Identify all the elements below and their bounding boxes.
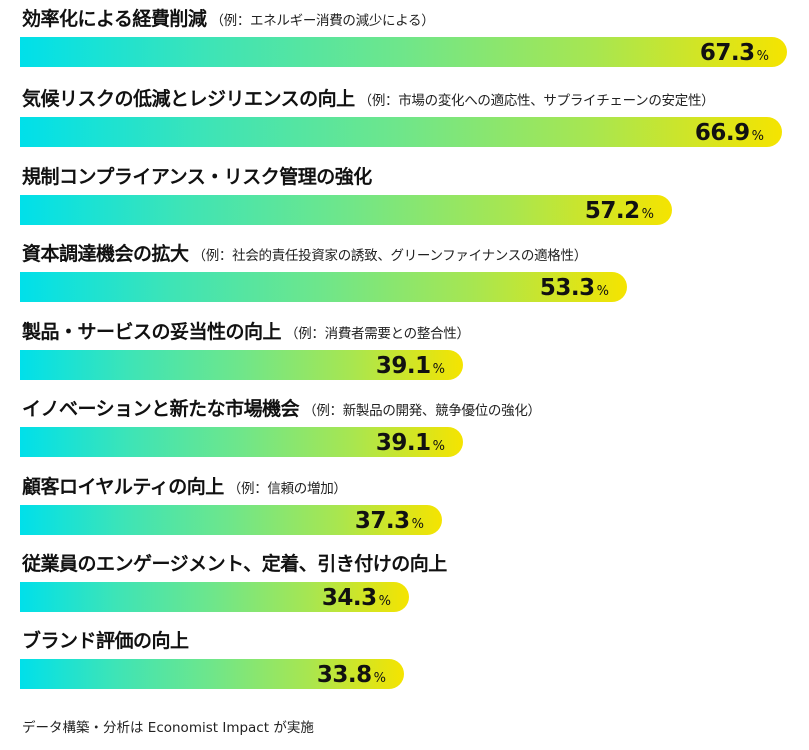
- category-label: 規制コンプライアンス・リスク管理の強化: [22, 166, 372, 188]
- value-number: 34.3: [321, 585, 377, 611]
- category-example-note: （例：消費者需要との整合性）: [285, 326, 470, 342]
- category-label: 資本調達機会の拡大: [22, 243, 189, 265]
- bar-label: 気候リスクの低減とレジリエンスの向上 （例：市場の変化への適応性、サプライチェーン…: [22, 84, 715, 114]
- bar-row: 効率化による経費削減 （例：エネルギー消費の減少による） 67.3%: [20, 4, 809, 81]
- value-number: 37.3: [354, 508, 410, 534]
- bar-value-label: 53.3%: [540, 272, 609, 302]
- bar: 39.1%: [20, 350, 463, 380]
- value-number: 66.9: [694, 120, 750, 146]
- bar-value-label: 33.8%: [317, 659, 386, 689]
- percent-sign: %: [751, 129, 764, 144]
- bar: 37.3%: [20, 505, 442, 535]
- bar-label: 顧客ロイヤルティの向上 （例：信頼の増加）: [22, 472, 347, 502]
- bar: 57.2%: [20, 195, 672, 225]
- percent-sign: %: [432, 362, 445, 377]
- bar-value-label: 39.1%: [376, 350, 445, 380]
- bar-value-label: 57.2%: [585, 195, 654, 225]
- category-example-note: （例：信頼の増加）: [227, 481, 347, 497]
- bar-label: 効率化による経費削減 （例：エネルギー消費の減少による）: [22, 4, 435, 34]
- bar-row: 顧客ロイヤルティの向上 （例：信頼の増加） 37.3%: [20, 472, 809, 549]
- bar-row: 規制コンプライアンス・リスク管理の強化 57.2%: [20, 162, 809, 239]
- bar-label: ブランド評価の向上: [22, 626, 193, 656]
- bar-row: 資本調達機会の拡大 （例：社会的責任投資家の誘致、グリーンファイナンスの適格性） …: [20, 239, 809, 316]
- bar: 39.1%: [20, 427, 463, 457]
- bar-row: 製品・サービスの妥当性の向上 （例：消費者需要との整合性） 39.1%: [20, 317, 809, 394]
- bar-label: 従業員のエンゲージメント、定着、引き付けの向上: [22, 549, 451, 579]
- value-number: 39.1: [375, 353, 431, 379]
- percent-sign: %: [411, 517, 424, 532]
- value-number: 67.3: [699, 40, 755, 66]
- bar-value-label: 39.1%: [376, 427, 445, 457]
- bar-row: イノベーションと新たな市場機会 （例：新製品の開発、競争優位の強化） 39.1%: [20, 394, 809, 471]
- category-example-note: （例：新製品の開発、競争優位の強化）: [303, 403, 541, 419]
- bar-label: 規制コンプライアンス・リスク管理の強化: [22, 162, 376, 192]
- percent-sign: %: [378, 594, 391, 609]
- bar-label: イノベーションと新たな市場機会 （例：新製品の開発、競争優位の強化）: [22, 394, 541, 424]
- category-label: イノベーションと新たな市場機会: [22, 398, 300, 420]
- bar-row: 気候リスクの低減とレジリエンスの向上 （例：市場の変化への適応性、サプライチェーン…: [20, 84, 809, 161]
- bar-value-label: 67.3%: [700, 37, 769, 67]
- bar: 67.3%: [20, 37, 787, 67]
- bar: 53.3%: [20, 272, 627, 302]
- bar-row: 従業員のエンゲージメント、定着、引き付けの向上 34.3%: [20, 549, 809, 626]
- bar-value-label: 34.3%: [322, 582, 391, 612]
- percent-sign: %: [641, 207, 654, 222]
- category-label: 気候リスクの低減とレジリエンスの向上: [22, 88, 355, 110]
- bar: 66.9%: [20, 117, 782, 147]
- percent-sign: %: [756, 49, 769, 64]
- bar-label: 資本調達機会の拡大 （例：社会的責任投資家の誘致、グリーンファイナンスの適格性）: [22, 239, 587, 269]
- category-example-note: （例：社会的責任投資家の誘致、グリーンファイナンスの適格性）: [192, 248, 588, 264]
- category-label: 顧客ロイヤルティの向上: [22, 476, 224, 498]
- category-label: 従業員のエンゲージメント、定着、引き付けの向上: [22, 553, 447, 575]
- percent-sign: %: [373, 671, 386, 686]
- value-number: 39.1: [375, 430, 431, 456]
- percent-sign: %: [596, 284, 609, 299]
- category-example-note: （例：市場の変化への適応性、サプライチェーンの安定性）: [358, 93, 715, 109]
- category-label: 製品・サービスの妥当性の向上: [22, 321, 282, 343]
- percent-sign: %: [432, 439, 445, 454]
- category-label: ブランド評価の向上: [22, 630, 189, 652]
- value-number: 33.8: [316, 662, 372, 688]
- bar: 34.3%: [20, 582, 409, 612]
- value-number: 57.2: [584, 198, 640, 224]
- category-example-note: （例：エネルギー消費の減少による）: [210, 13, 435, 29]
- bar-value-label: 66.9%: [695, 117, 764, 147]
- bar: 33.8%: [20, 659, 404, 689]
- bar-label: 製品・サービスの妥当性の向上 （例：消費者需要との整合性）: [22, 317, 470, 347]
- category-label: 効率化による経費削減: [22, 8, 207, 30]
- bar-value-label: 37.3%: [355, 505, 424, 535]
- bar-row: ブランド評価の向上 33.8%: [20, 626, 809, 703]
- value-number: 53.3: [539, 275, 595, 301]
- source-footnote: データ構築・分析は Economist Impact が実施: [22, 720, 314, 736]
